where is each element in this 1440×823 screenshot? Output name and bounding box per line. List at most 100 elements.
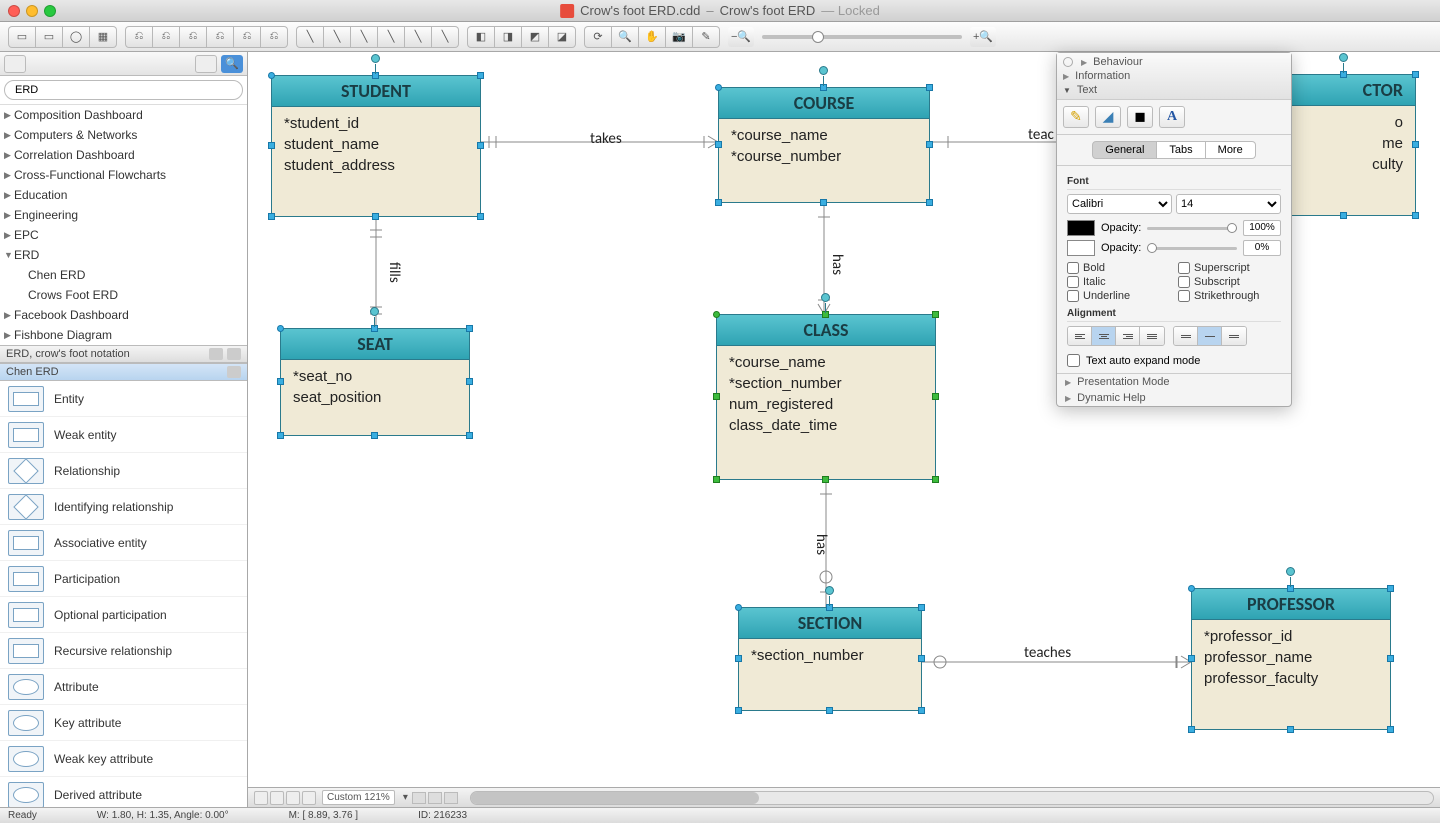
section-chen[interactable]: Chen ERD bbox=[0, 363, 247, 381]
page-nav[interactable] bbox=[254, 791, 316, 805]
entity-professor[interactable]: PROFESSOR*professor_idprofessor_nameprof… bbox=[1191, 588, 1391, 730]
tree-item[interactable]: ▶Facebook Dashboard bbox=[0, 305, 247, 325]
check-bold[interactable]: Bold bbox=[1067, 262, 1170, 274]
bg-opacity-slider[interactable] bbox=[1147, 247, 1237, 250]
pointer-tool[interactable]: ▭ bbox=[9, 27, 35, 47]
align-right[interactable] bbox=[1116, 327, 1140, 345]
font-size-select[interactable]: 14 bbox=[1176, 194, 1281, 214]
fg-opacity-slider[interactable] bbox=[1147, 227, 1237, 230]
connector-tool-4[interactable]: ⎌ bbox=[207, 27, 233, 47]
tree-item[interactable]: ▶Engineering bbox=[0, 205, 247, 225]
connector-tool-5[interactable]: ⎌ bbox=[234, 27, 260, 47]
bg-color-swatch[interactable] bbox=[1067, 240, 1095, 256]
minimize-window-button[interactable] bbox=[26, 5, 38, 17]
line-tool-2[interactable]: ╲ bbox=[324, 27, 350, 47]
shape-item[interactable]: Attribute bbox=[0, 669, 247, 705]
group-behaviour[interactable]: ▶Behaviour bbox=[1063, 55, 1285, 69]
zoom-slider[interactable] bbox=[762, 35, 962, 39]
arrange-1[interactable]: ◧ bbox=[468, 27, 494, 47]
connector-tool-3[interactable]: ⎌ bbox=[180, 27, 206, 47]
tree-item[interactable]: ▶EPC bbox=[0, 225, 247, 245]
refresh-tool[interactable]: ⟳ bbox=[585, 27, 611, 47]
snapshot-tool[interactable]: 📷 bbox=[666, 27, 692, 47]
shape-item[interactable]: Weak key attribute bbox=[0, 741, 247, 777]
tree-item[interactable]: ▶Correlation Dashboard bbox=[0, 145, 247, 165]
grid-view-button[interactable] bbox=[195, 55, 217, 73]
zoom-out-button[interactable]: −🔍 bbox=[728, 27, 754, 47]
shape-item[interactable]: Participation bbox=[0, 561, 247, 597]
bucket-icon[interactable]: ◢ bbox=[1095, 106, 1121, 128]
tree-item[interactable]: ▶Fishbone Diagram bbox=[0, 325, 247, 345]
zoom-window-button[interactable] bbox=[44, 5, 56, 17]
font-family-select[interactable]: Calibri bbox=[1067, 194, 1172, 214]
shape-item[interactable]: Key attribute bbox=[0, 705, 247, 741]
line-tool-6[interactable]: ╲ bbox=[432, 27, 458, 47]
arrange-2[interactable]: ◨ bbox=[495, 27, 521, 47]
dynamic-help[interactable]: ▶Dynamic Help bbox=[1057, 390, 1291, 406]
connector-tool-6[interactable]: ⎌ bbox=[261, 27, 287, 47]
auto-expand-check[interactable]: Text auto expand mode bbox=[1067, 354, 1281, 367]
tab-more[interactable]: More bbox=[1206, 141, 1256, 159]
line-tool-4[interactable]: ╲ bbox=[378, 27, 404, 47]
entity-seat[interactable]: SEAT*seat_noseat_position bbox=[280, 328, 470, 436]
table-tool[interactable]: ▦ bbox=[90, 27, 116, 47]
line-tool-5[interactable]: ╲ bbox=[405, 27, 431, 47]
tree-item[interactable]: ▶Computers & Networks bbox=[0, 125, 247, 145]
text-style-icon[interactable]: A bbox=[1159, 106, 1185, 128]
close-window-button[interactable] bbox=[8, 5, 20, 17]
line-tool-1[interactable]: ╲ bbox=[297, 27, 323, 47]
shape-item[interactable]: Identifying relationship bbox=[0, 489, 247, 525]
shape-item[interactable]: Recursive relationship bbox=[0, 633, 247, 669]
arrange-3[interactable]: ◩ bbox=[522, 27, 548, 47]
bg-opacity-value[interactable]: 0% bbox=[1243, 240, 1281, 256]
fg-opacity-value[interactable]: 100% bbox=[1243, 220, 1281, 236]
tab-tabs[interactable]: Tabs bbox=[1157, 141, 1205, 159]
group-information[interactable]: ▶Information bbox=[1063, 69, 1285, 83]
check-underline[interactable]: Underline bbox=[1067, 290, 1170, 302]
shape-item[interactable]: Optional participation bbox=[0, 597, 247, 633]
zoom-tool[interactable]: 🔍 bbox=[612, 27, 638, 47]
tree-item[interactable]: ▼ERD bbox=[0, 245, 247, 265]
zoom-in-button[interactable]: +🔍 bbox=[970, 27, 996, 47]
tree-item[interactable]: ▶Cross-Functional Flowcharts bbox=[0, 165, 247, 185]
shape-item[interactable]: Associative entity bbox=[0, 525, 247, 561]
rect-tool[interactable]: ▭ bbox=[36, 27, 62, 47]
shape-item[interactable]: Entity bbox=[0, 381, 247, 417]
tree-view-button[interactable] bbox=[4, 55, 26, 73]
tab-general[interactable]: General bbox=[1092, 141, 1157, 159]
ellipse-tool[interactable]: ◯ bbox=[63, 27, 89, 47]
align-justify[interactable] bbox=[1140, 327, 1164, 345]
check-strikethrough[interactable]: Strikethrough bbox=[1178, 290, 1281, 302]
presentation-mode[interactable]: ▶Presentation Mode bbox=[1057, 374, 1291, 390]
align-center[interactable] bbox=[1092, 327, 1116, 345]
connector-tool-2[interactable]: ⎌ bbox=[153, 27, 179, 47]
tree-item[interactable]: Crows Foot ERD bbox=[0, 285, 247, 305]
zoom-display[interactable]: Custom 121% bbox=[322, 790, 395, 805]
valign-bottom[interactable] bbox=[1222, 327, 1246, 345]
group-text[interactable]: ▼Text bbox=[1063, 83, 1285, 97]
entity-course[interactable]: COURSE*course_name*course_number bbox=[718, 87, 930, 203]
valign-middle[interactable] bbox=[1198, 327, 1222, 345]
section-crowfoot[interactable]: ERD, crow's foot notation bbox=[0, 345, 247, 363]
connector-tool-1[interactable]: ⎌ bbox=[126, 27, 152, 47]
valign-top[interactable] bbox=[1174, 327, 1198, 345]
align-left[interactable] bbox=[1068, 327, 1092, 345]
shape-item[interactable]: Weak entity bbox=[0, 417, 247, 453]
search-mode-button[interactable]: 🔍 bbox=[221, 55, 243, 73]
edit-tool[interactable]: ✎ bbox=[693, 27, 719, 47]
check-subscript[interactable]: Subscript bbox=[1178, 276, 1281, 288]
shadow-icon[interactable]: ◼ bbox=[1127, 106, 1153, 128]
h-scrollbar[interactable] bbox=[470, 791, 1434, 805]
shape-search-input[interactable] bbox=[4, 80, 243, 100]
entity-student[interactable]: STUDENT*student_idstudent_namestudent_ad… bbox=[271, 75, 481, 217]
entity-section[interactable]: SECTION*section_number bbox=[738, 607, 922, 711]
shape-item[interactable]: Relationship bbox=[0, 453, 247, 489]
check-superscript[interactable]: Superscript bbox=[1178, 262, 1281, 274]
shape-item[interactable]: Derived attribute bbox=[0, 777, 247, 807]
hand-tool[interactable]: ✋ bbox=[639, 27, 665, 47]
arrange-4[interactable]: ◪ bbox=[549, 27, 575, 47]
entity-instructor[interactable]: CTORomeculty bbox=[1272, 74, 1416, 216]
tree-item[interactable]: ▶Composition Dashboard bbox=[0, 105, 247, 125]
fg-color-swatch[interactable] bbox=[1067, 220, 1095, 236]
tree-item[interactable]: Chen ERD bbox=[0, 265, 247, 285]
